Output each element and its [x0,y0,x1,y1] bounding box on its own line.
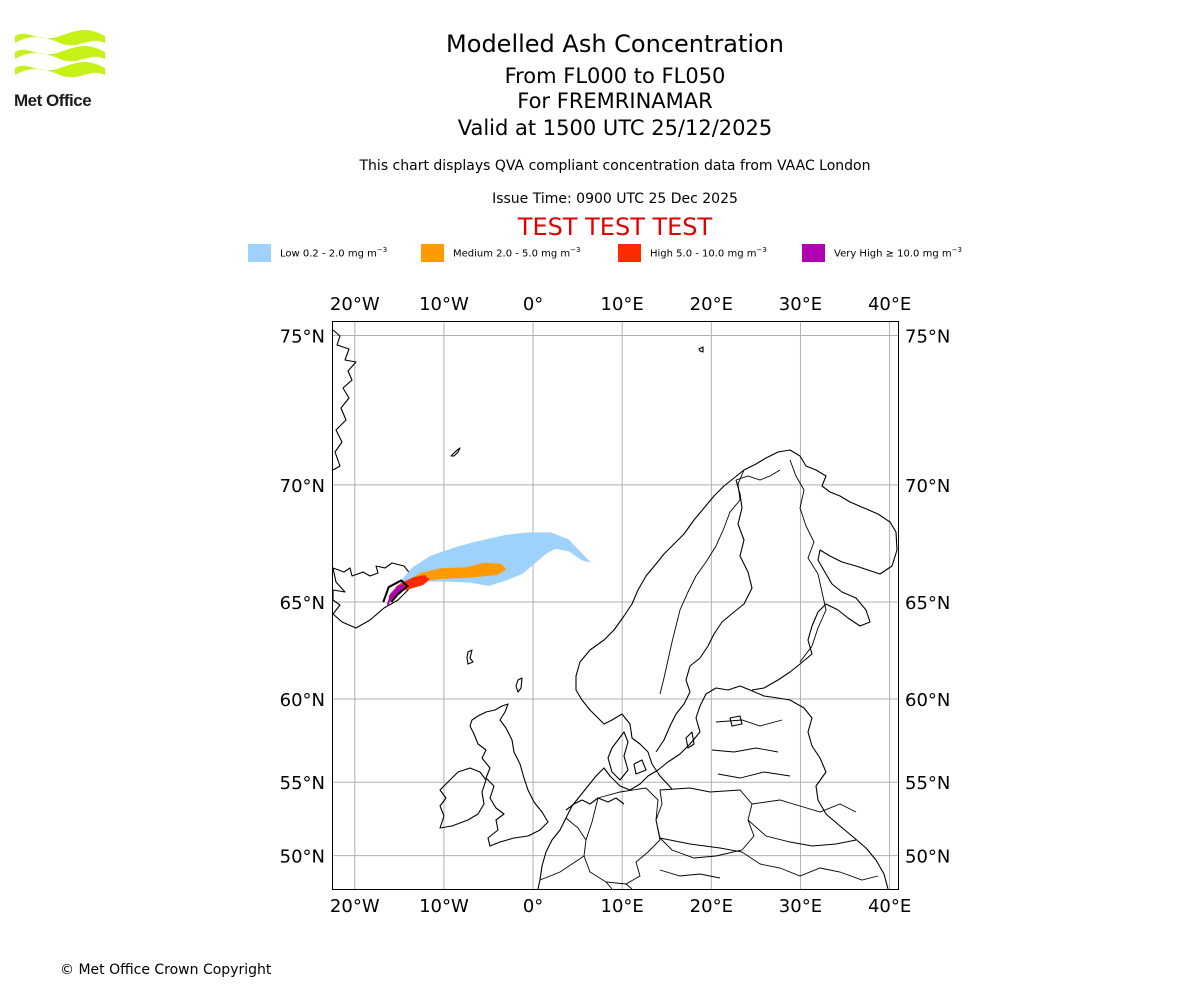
lon-tick-label-top: 20°W [330,294,380,315]
lon-tick-label-top: 40°E [868,294,911,315]
copyright-notice: © Met Office Crown Copyright [60,962,272,978]
legend-label-medium: Medium 2.0 - 5.0 mg m [453,248,571,260]
qva-note: This chart displays QVA compliant concen… [359,158,871,174]
gotland-island [685,731,695,749]
lat-tick-label-left: 75°N [280,326,325,347]
chart-title: Modelled Ash Concentration [446,30,784,58]
issue-time: Issue Time: 0900 UTC 25 Dec 2025 [492,191,738,207]
norway-sweden-border [659,469,745,695]
lat-tick-label-left: 65°N [280,593,325,614]
germany-borders [583,787,661,885]
lat-tick-label-right: 50°N [905,847,950,868]
bear-island [698,346,704,353]
legend-swatch-low [248,244,271,262]
valid-time: Valid at 1500 UTC 25/12/2025 [457,116,773,140]
legend-label-very-high: Very High ≥ 10.0 mg m [834,248,952,260]
france-border [539,817,587,881]
lon-tick-label-top: 30°E [779,294,822,315]
met-office-logo-text: Met Office [14,91,92,110]
lat-tick-label-right: 55°N [905,773,950,794]
central-europe-borders [659,837,879,881]
lat-tick-label-right: 65°N [905,593,950,614]
test-banner: TEST TEST TEST [517,213,713,241]
lon-tick-label-bottom: 10°W [419,896,469,917]
ash-region-high [388,575,430,602]
lon-tick-label-top: 0° [523,294,543,315]
ireland-coast [439,767,487,829]
scandinavia-europe-coast [537,449,898,890]
lon-tick-label-bottom: 20°E [690,896,733,917]
faroe-islands [466,649,474,665]
graticule [332,321,899,890]
saaremaa-island [729,715,743,727]
gulf-of-bothnia-coast [655,479,753,753]
legend-swatch-high [618,244,641,262]
lon-tick-label-bottom: 0° [523,896,543,917]
jan-mayen [450,447,461,457]
legend-label-high: High 5.0 - 10.0 mg m [650,248,757,260]
flight-level-range: From FL000 to FL050 [504,64,726,88]
lon-tick-label-bottom: 30°E [779,896,822,917]
map-frame [332,321,899,890]
iceland-coast [332,562,413,629]
great-britain-coast [469,703,549,847]
lon-tick-label-bottom: 40°E [868,896,911,917]
alps-borders [605,869,721,890]
poland-borders [655,787,755,859]
legend-swatch-medium [421,244,444,262]
shetland-islands [515,677,523,693]
legend-swatch-very-high [802,244,825,262]
lat-tick-label-right: 75°N [905,326,950,347]
legend-label-low: Low 0.2 - 2.0 mg m [280,248,377,260]
greenland-coast [332,329,357,471]
lon-tick-label-top: 20°E [690,294,733,315]
source-region-outline [382,579,409,603]
ash-plume [382,532,591,607]
met-office-waves-icon [15,30,105,78]
lat-tick-label-left: 70°N [280,476,325,497]
volcano-name: For FREMRINAMAR [517,89,713,113]
finland-russia-border [789,459,827,663]
lon-tick-label-bottom: 10°E [601,896,644,917]
lat-tick-label-left: 60°N [280,690,325,711]
lat-tick-label-left: 55°N [280,773,325,794]
coastlines [332,329,898,890]
low-countries-coast [565,797,625,811]
lon-tick-label-top: 10°E [601,294,644,315]
ash-region-very-high [386,583,405,607]
ash-region-medium [397,562,507,590]
sweden-finland-border [735,469,781,481]
lat-tick-label-right: 70°N [905,476,950,497]
lon-tick-label-top: 10°W [419,294,469,315]
belarus-ukraine-borders [747,799,857,847]
lon-tick-label-bottom: 20°W [330,896,380,917]
lat-tick-label-left: 50°N [280,847,325,868]
met-office-logo: Met Office [14,30,106,112]
denmark-coast [607,731,647,781]
tick-labels: 20°W 20°W 10°W 10°W 0° 0° 10°E 10°E 20°E 20°E 30°E… [280,294,951,917]
lat-tick-label-right: 60°N [905,690,950,711]
country-borders [539,459,879,890]
baltic-borders [711,719,791,779]
